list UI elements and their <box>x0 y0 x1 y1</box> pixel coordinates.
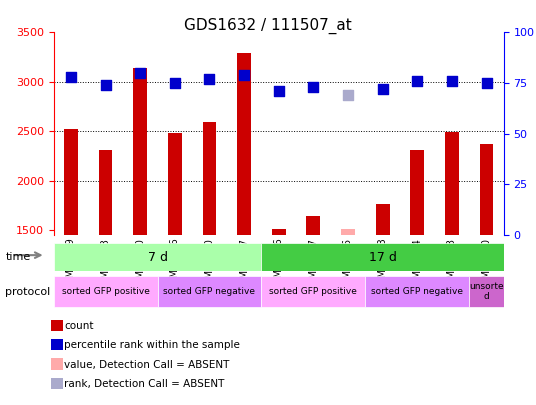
Bar <box>307 216 321 235</box>
Point <box>101 82 110 88</box>
Text: value, Detection Call = ABSENT: value, Detection Call = ABSENT <box>64 360 230 370</box>
Point <box>205 76 214 82</box>
Bar <box>341 229 355 235</box>
Point <box>170 80 179 86</box>
Bar <box>203 122 217 235</box>
Point <box>274 88 283 94</box>
Point <box>344 92 352 98</box>
FancyBboxPatch shape <box>469 276 504 307</box>
Text: count: count <box>64 321 94 331</box>
Text: sorted GFP negative: sorted GFP negative <box>163 287 256 296</box>
Bar <box>237 53 251 235</box>
Point <box>482 80 491 86</box>
FancyBboxPatch shape <box>54 276 158 307</box>
Text: time: time <box>5 252 31 262</box>
Bar <box>376 204 390 235</box>
Point <box>240 72 248 78</box>
Text: sorted GFP positive: sorted GFP positive <box>270 287 358 296</box>
Text: percentile rank within the sample: percentile rank within the sample <box>64 341 240 350</box>
FancyBboxPatch shape <box>366 276 469 307</box>
FancyBboxPatch shape <box>158 276 262 307</box>
Point <box>413 78 421 84</box>
Bar <box>445 132 459 235</box>
Bar <box>133 68 147 235</box>
Bar <box>99 150 113 235</box>
FancyBboxPatch shape <box>262 276 366 307</box>
Text: sorted GFP negative: sorted GFP negative <box>371 287 463 296</box>
Bar <box>64 129 78 235</box>
Bar <box>168 133 182 235</box>
Point <box>136 70 145 76</box>
Point <box>378 86 387 92</box>
Bar <box>411 150 424 235</box>
Text: sorted GFP positive: sorted GFP positive <box>62 287 150 296</box>
Point <box>66 74 75 80</box>
Point <box>309 84 318 90</box>
FancyBboxPatch shape <box>54 243 262 271</box>
Text: 7 d: 7 d <box>147 251 168 264</box>
Text: rank, Detection Call = ABSENT: rank, Detection Call = ABSENT <box>64 379 225 389</box>
FancyBboxPatch shape <box>262 243 504 271</box>
Text: protocol: protocol <box>5 287 50 296</box>
Text: 17 d: 17 d <box>369 251 397 264</box>
Bar <box>272 229 286 235</box>
Text: unsorte
d: unsorte d <box>469 282 504 301</box>
Point <box>448 78 456 84</box>
Bar <box>480 144 494 235</box>
Text: GDS1632 / 111507_at: GDS1632 / 111507_at <box>184 18 352 34</box>
